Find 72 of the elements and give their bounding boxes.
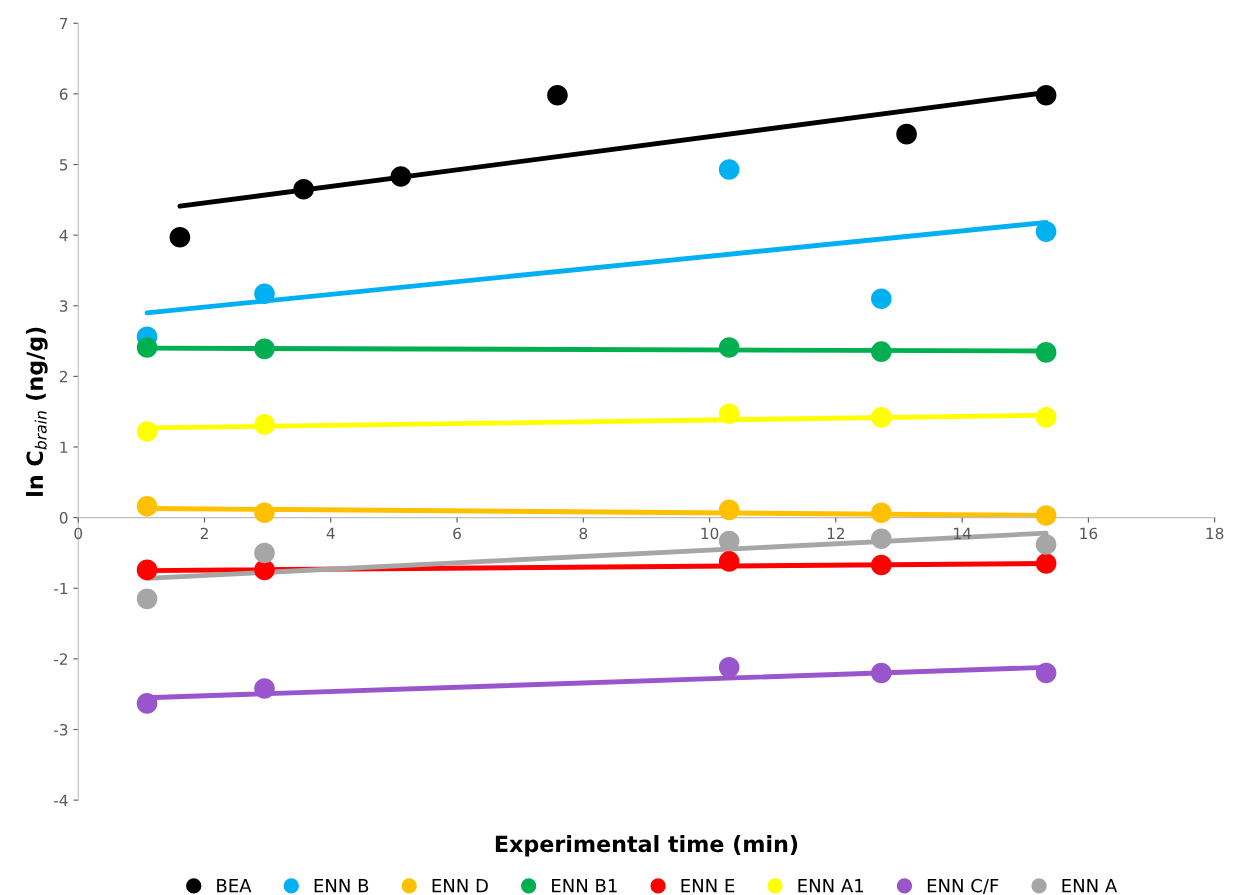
- legend-label: ENN E: [681, 879, 735, 893]
- x-tick-label: 16: [1080, 527, 1098, 540]
- legend-label: ENN D: [432, 879, 488, 893]
- x-tick-label: 2: [200, 527, 208, 539]
- x-tick-label: 18: [1206, 527, 1224, 540]
- legend-label: ENN B: [314, 879, 369, 893]
- point: [254, 338, 275, 360]
- point: [254, 502, 275, 523]
- point: [390, 166, 412, 187]
- point: [136, 559, 158, 581]
- y-tick-label: 2: [59, 370, 67, 383]
- y-tick-label: -1: [54, 582, 68, 595]
- legend-label: BEA: [217, 879, 252, 893]
- x-tick-label: 8: [579, 527, 588, 540]
- point: [1035, 342, 1057, 363]
- point: [1035, 553, 1057, 574]
- point: [254, 678, 275, 699]
- point: [871, 288, 892, 309]
- point: [254, 559, 275, 581]
- point: [718, 403, 740, 425]
- y-tick-label: 6: [59, 88, 68, 100]
- point: [136, 421, 158, 442]
- point: [718, 551, 740, 572]
- point: [871, 407, 892, 428]
- legend-label: ENN A1: [798, 879, 864, 893]
- point: [718, 159, 740, 180]
- y-tick-label: 4: [59, 229, 68, 241]
- x-tick-label: 4: [326, 527, 335, 539]
- point: [871, 341, 892, 362]
- point: [1035, 534, 1057, 555]
- point: [1035, 85, 1057, 106]
- point: [871, 662, 892, 684]
- x-tick-label: 12: [827, 527, 845, 539]
- y-tick-label: 1: [60, 441, 68, 453]
- point: [1035, 505, 1057, 526]
- point: [136, 588, 158, 610]
- y-tick-label: -3: [54, 723, 68, 736]
- point: [254, 542, 275, 564]
- point: [169, 226, 191, 248]
- point: [1035, 662, 1057, 684]
- point: [1035, 407, 1057, 428]
- point: [896, 123, 917, 145]
- point: [136, 337, 158, 358]
- x-tick-label: 14: [954, 527, 971, 539]
- point: [718, 657, 740, 678]
- point: [718, 499, 740, 521]
- y-tick-label: -4: [54, 794, 68, 806]
- legend-label: ENN C/F: [927, 878, 999, 894]
- legend-label: ENN B1: [552, 879, 617, 893]
- y-tick-label: 0: [59, 512, 68, 524]
- point: [254, 283, 275, 305]
- x-tick-label: 6: [453, 527, 461, 540]
- y-tick-label: 7: [60, 17, 68, 30]
- y-tick-label: -2: [54, 653, 67, 665]
- y-axis-title: ln C$_{brain}$ (ng/g): [25, 327, 48, 496]
- point: [1035, 221, 1057, 242]
- point: [718, 337, 740, 358]
- point: [293, 178, 314, 200]
- point: [254, 414, 275, 435]
- legend-label: ENN A: [1062, 879, 1118, 893]
- point: [547, 85, 568, 106]
- x-axis-title: Experimental time (min): [495, 835, 798, 857]
- y-tick-label: 5: [59, 159, 68, 171]
- x-tick-label: 0: [74, 527, 83, 540]
- point: [136, 496, 158, 517]
- point: [871, 502, 892, 523]
- point: [871, 528, 892, 550]
- point: [871, 554, 892, 576]
- point: [136, 693, 158, 714]
- x-tick-label: 10: [701, 527, 719, 540]
- y-tick-label: 3: [59, 300, 68, 312]
- point: [718, 530, 740, 552]
